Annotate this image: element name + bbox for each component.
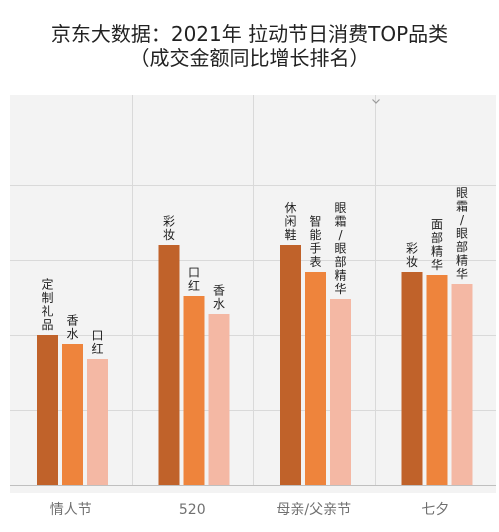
bar-label-1-2: 香水 bbox=[213, 284, 225, 312]
bar-label-2-1: 智能手表 bbox=[309, 214, 321, 270]
chart-title: 京东大数据：2021年 拉动节日消费TOP品类 bbox=[50, 22, 449, 46]
bar-1-1 bbox=[183, 296, 205, 485]
bar-label-0-1: 香水 bbox=[66, 314, 78, 342]
category-label-2: 母亲/父亲节 bbox=[276, 502, 351, 518]
bar-label-0-0: 定制礼品 bbox=[41, 277, 53, 333]
bar-label-2-2: 眼霜/眼部精华 bbox=[334, 201, 346, 296]
bar-label-0-2: 口红 bbox=[91, 329, 103, 357]
bar-label-3-2: 眼霜/眼部精华 bbox=[456, 186, 468, 281]
bar-0-1 bbox=[62, 344, 83, 485]
bar-label-2-0: 休闲鞋 bbox=[284, 201, 296, 242]
category-label-1: 520 bbox=[179, 502, 206, 518]
bar-3-1 bbox=[426, 275, 448, 485]
plot-frame: 定制礼品 香水 口红 情人节 彩妆 口红 香水 520 休闲鞋 智能手表 眼霜/眼部精华 母亲/父亲节… bbox=[10, 95, 496, 518]
bar-0-2 bbox=[87, 359, 108, 485]
chevron-down-icon bbox=[372, 99, 380, 104]
bar-3-0 bbox=[401, 272, 423, 485]
chart-title-block: 京东大数据：2021年 拉动节日消费TOP品类 （成交金额同比增长排名） bbox=[0, 0, 499, 70]
bar-2-2 bbox=[330, 299, 351, 485]
bar-label-3-0: 彩妆 bbox=[406, 242, 418, 270]
bar-2-1 bbox=[305, 272, 326, 485]
chart-subtitle: （成交金额同比增长排名） bbox=[129, 46, 370, 70]
category-label-0: 情人节 bbox=[50, 502, 92, 518]
bar-1-2 bbox=[208, 314, 230, 485]
bar-label-1-1: 口红 bbox=[188, 266, 200, 294]
bar-label-3-1: 面部精华 bbox=[431, 218, 443, 273]
bar-label-1-0: 彩妆 bbox=[163, 215, 175, 243]
bar-0-0 bbox=[37, 335, 58, 485]
bar-2-0 bbox=[280, 245, 301, 485]
bar-3-2 bbox=[451, 284, 473, 485]
bar-1-0 bbox=[158, 245, 180, 485]
category-label-3: 七夕 bbox=[421, 502, 449, 518]
